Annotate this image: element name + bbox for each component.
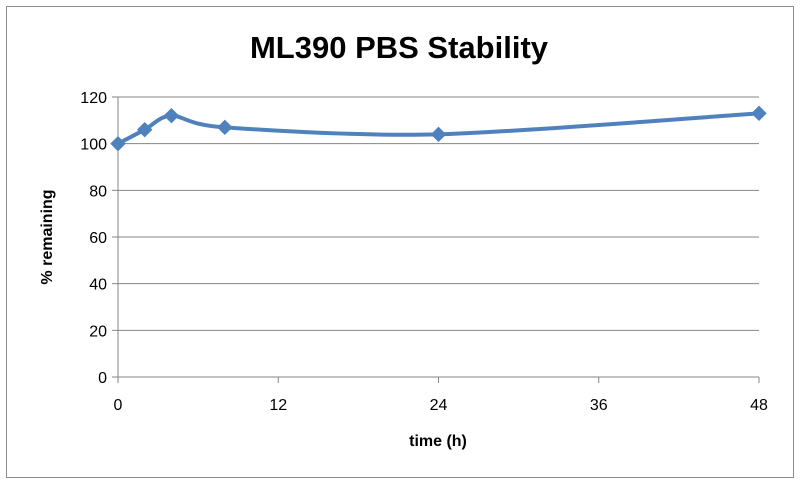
y-tick-labels: 0 20 40 60 80 100 120	[80, 90, 107, 387]
x-axis-title: time (h)	[409, 433, 467, 450]
x-tick-labels: 0 12 24 36 48	[114, 397, 768, 414]
data-point-marker	[217, 119, 233, 136]
data-point-marker	[110, 135, 126, 152]
y-tick-label: 120	[80, 90, 107, 107]
y-tick-label: 100	[80, 137, 107, 154]
y-tick-label: 40	[89, 277, 107, 294]
x-tick-label: 12	[269, 397, 287, 414]
x-tick-label: 0	[114, 397, 123, 414]
data-point-marker	[751, 105, 767, 122]
y-tick-label: 20	[89, 323, 107, 340]
y-tick-label: 60	[89, 230, 107, 247]
data-point-marker	[430, 126, 447, 143]
y-tick-label: 80	[89, 183, 107, 200]
x-tick-label: 48	[750, 397, 768, 414]
chart-border	[6, 6, 794, 478]
y-tick-label: 0	[98, 370, 107, 387]
data-point-marker	[137, 121, 153, 138]
data-point-marker	[163, 107, 180, 124]
y-axis-title: % remaining	[39, 189, 56, 284]
series-layer	[110, 105, 767, 152]
chart-title: ML390 PBS Stability	[250, 30, 549, 65]
x-tick-label: 24	[430, 397, 448, 414]
x-tick-label: 36	[590, 397, 608, 414]
grid-lines	[118, 96, 759, 331]
